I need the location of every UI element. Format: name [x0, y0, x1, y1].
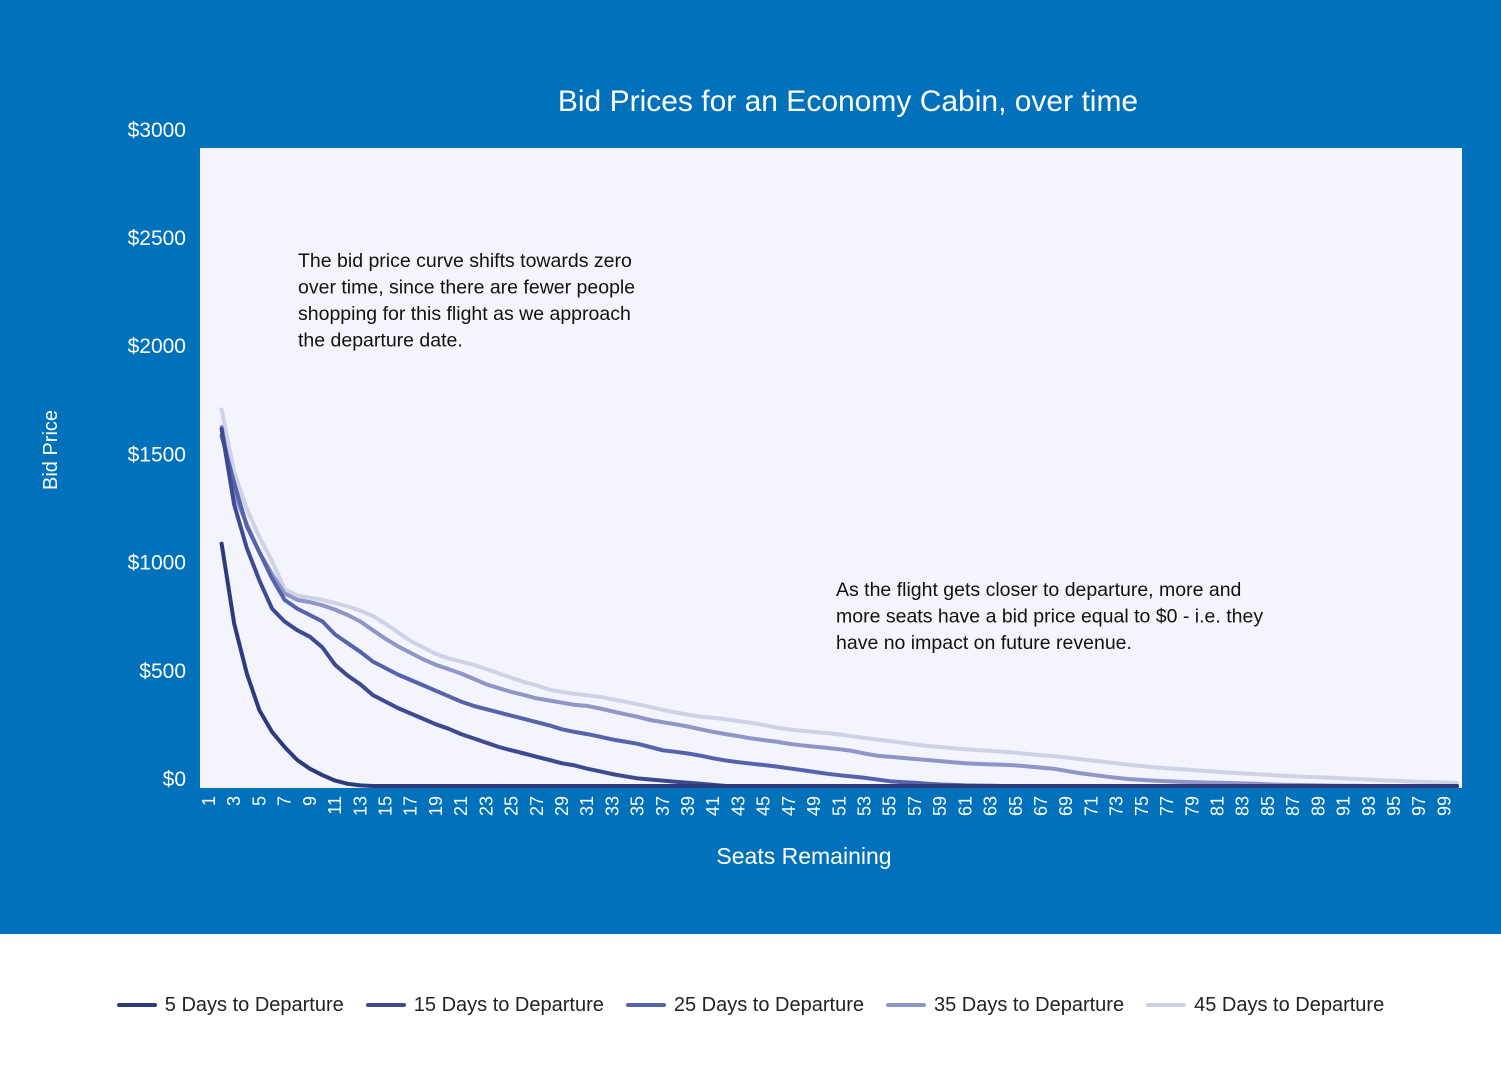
- x-tick-label: 29: [552, 796, 572, 816]
- x-tick-label: 87: [1283, 796, 1303, 816]
- legend-item: 35 Days to Departure: [885, 993, 1125, 1017]
- series-lines: [219, 407, 1459, 788]
- x-tick-label: 51: [829, 796, 849, 816]
- x-tick-label: 59: [930, 796, 950, 816]
- annotation-top-line: over time, since there are fewer people: [298, 277, 635, 299]
- y-axis-title: Bid Price: [40, 410, 62, 490]
- legend-swatch: [1146, 1003, 1187, 1007]
- x-tick-label: 3: [224, 796, 244, 806]
- x-tick-label: 35: [628, 796, 648, 816]
- x-tick-label: 77: [1157, 796, 1177, 816]
- x-tick-label: 13: [350, 796, 370, 816]
- plot-area: [200, 148, 1462, 788]
- legend-label: 35 Days to Departure: [933, 993, 1125, 1016]
- x-tick-label: 69: [1056, 796, 1076, 816]
- chart-title: Bid Prices for an Economy Cabin, over ti…: [558, 85, 1138, 118]
- legend-item: 25 Days to Departure: [625, 993, 864, 1017]
- x-tick-label: 95: [1384, 796, 1404, 816]
- x-tick-label: 17: [401, 796, 421, 816]
- y-tick-label: $2000: [128, 335, 186, 358]
- x-tick-label: 73: [1107, 796, 1127, 816]
- series-line-4: [219, 424, 1459, 788]
- x-tick-label: 49: [804, 796, 824, 816]
- annotation-bottom-line: As the flight gets closer to departure, …: [836, 579, 1241, 601]
- y-tick-label: $500: [139, 660, 186, 683]
- annotation-bottom: As the flight gets closer to departure, …: [836, 579, 1269, 654]
- y-tick-label: $3000: [128, 119, 186, 142]
- annotation-bottom-line: have no impact on future revenue.: [836, 632, 1132, 654]
- annotation-top-line: The bid price curve shifts towards zero: [298, 250, 632, 272]
- x-tick-label: 83: [1233, 796, 1253, 816]
- legend-swatch: [625, 1003, 666, 1007]
- y-tick-label: $2500: [128, 227, 186, 250]
- x-tick-label: 37: [653, 796, 673, 816]
- y-tick-label: $1000: [128, 552, 186, 575]
- x-tick-label: 57: [905, 796, 925, 816]
- x-tick-label: 91: [1334, 796, 1354, 816]
- x-tick-label: 47: [779, 796, 799, 816]
- x-tick-label: 11: [325, 796, 345, 815]
- legend-label: 5 Days to Departure: [164, 993, 344, 1016]
- x-tick-label: 1: [199, 796, 219, 806]
- x-tick-label: 43: [728, 796, 748, 816]
- x-tick-label: 99: [1434, 796, 1454, 816]
- x-tick-label: 65: [1006, 796, 1026, 816]
- legend-item: 5 Days to Departure: [116, 993, 344, 1017]
- series-line-1: [219, 541, 1459, 788]
- x-tick-label: 19: [426, 796, 446, 816]
- x-tick-label: 23: [476, 796, 496, 816]
- x-tick-label: 55: [880, 796, 900, 816]
- x-tick-label: 33: [602, 796, 622, 816]
- x-tick-label: 85: [1258, 796, 1278, 816]
- x-tick-label: 39: [678, 796, 698, 816]
- series-line-5: [219, 407, 1459, 785]
- annotation-top-line: the departure date.: [298, 330, 463, 352]
- legend-label: 25 Days to Departure: [673, 993, 864, 1016]
- x-tick-label: 31: [577, 796, 597, 816]
- y-tick-label: $0: [163, 768, 186, 791]
- x-tick-label: 81: [1207, 796, 1227, 816]
- x-tick-label: 63: [981, 796, 1001, 816]
- x-tick-label: 7: [275, 796, 295, 806]
- legend-swatch: [365, 1003, 406, 1007]
- x-tick-label: 21: [451, 796, 471, 816]
- x-tick-label: 41: [703, 796, 723, 816]
- x-tick-label: 67: [1031, 796, 1051, 816]
- chart-svg: Bid Prices for an Economy Cabin, over ti…: [40, 85, 1462, 869]
- x-tick-label: 45: [754, 796, 774, 816]
- legend-swatch: [116, 1003, 157, 1007]
- x-tick-label: 25: [502, 796, 522, 816]
- x-tick-label: 5: [249, 796, 269, 806]
- legend-item: 45 Days to Departure: [1146, 994, 1384, 1017]
- legend-swatch: [885, 1003, 926, 1007]
- x-tick-label: 79: [1182, 796, 1202, 816]
- annotation-top-line: shopping for this flight as we approach: [298, 303, 631, 325]
- x-axis-title: Seats Remaining: [716, 843, 891, 869]
- x-tick-label: 97: [1409, 796, 1429, 816]
- x-axis-ticks: 1 3 5 7 9 11 13 15 17 19 21 23 25 27 29 31 33 35 37 39 41 43 4…: [199, 796, 1454, 816]
- x-tick-label: 71: [1081, 796, 1101, 816]
- y-axis-ticks: $0 $500 $1000 $1500 $2000 $2500 $3000: [128, 119, 186, 791]
- x-tick-label: 53: [855, 796, 875, 816]
- legend: 5 Days to Departure 15 Days to Departure 2…: [0, 985, 1501, 1025]
- annotation-bottom-line: more seats have a bid price equal to $0 …: [836, 606, 1263, 628]
- legend-label: 45 Days to Departure: [1194, 993, 1385, 1016]
- x-tick-label: 15: [375, 796, 395, 816]
- x-tick-label: 61: [955, 796, 975, 816]
- annotation-top: The bid price curve shifts towards zero …: [298, 250, 641, 352]
- x-tick-label: 93: [1359, 796, 1379, 816]
- y-tick-label: $1500: [128, 443, 186, 466]
- legend-item: 15 Days to Departure: [365, 993, 604, 1017]
- x-tick-label: 9: [300, 796, 320, 806]
- x-tick-label: 89: [1308, 796, 1328, 816]
- legend-label: 15 Days to Departure: [413, 993, 604, 1016]
- x-tick-label: 75: [1132, 796, 1152, 816]
- x-tick-label: 27: [527, 796, 547, 816]
